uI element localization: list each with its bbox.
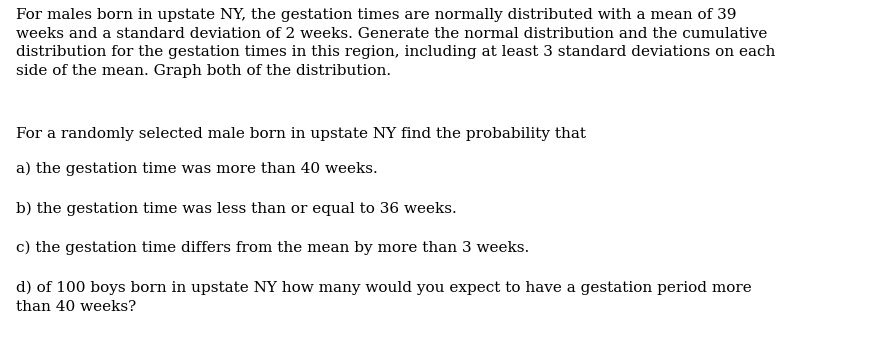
Text: c) the gestation time differs from the mean by more than 3 weeks.: c) the gestation time differs from the m…	[16, 241, 529, 255]
Text: d) of 100 boys born in upstate NY how many would you expect to have a gestation : d) of 100 boys born in upstate NY how ma…	[16, 280, 752, 314]
Text: For a randomly selected male born in upstate NY find the probability that: For a randomly selected male born in ups…	[16, 127, 586, 141]
Text: For males born in upstate NY, the gestation times are normally distributed with : For males born in upstate NY, the gestat…	[16, 8, 775, 78]
Text: a) the gestation time was more than 40 weeks.: a) the gestation time was more than 40 w…	[16, 162, 378, 176]
Text: b) the gestation time was less than or equal to 36 weeks.: b) the gestation time was less than or e…	[16, 201, 456, 216]
